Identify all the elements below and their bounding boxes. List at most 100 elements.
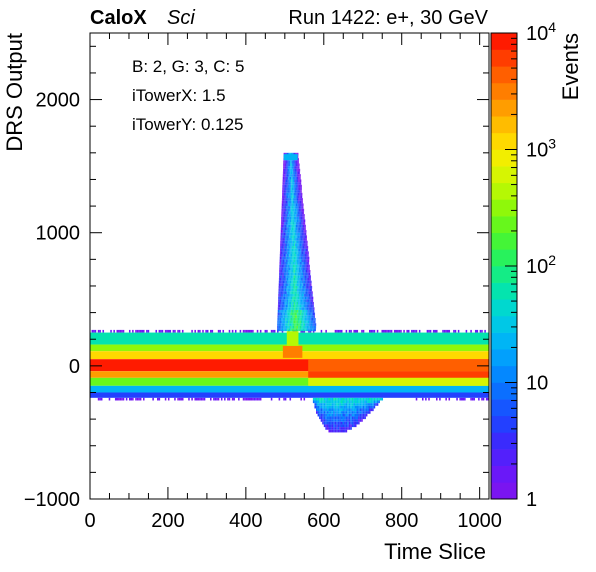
- hist-cell: [376, 329, 379, 333]
- hist-cell: [294, 264, 296, 268]
- hist-cell: [305, 325, 306, 329]
- hist-cell: [289, 246, 291, 249]
- hist-cell: [299, 269, 301, 273]
- hist-cell: [299, 216, 300, 220]
- hist-cell: [294, 323, 296, 326]
- hist-cell: [288, 222, 289, 225]
- hist-cell: [368, 397, 371, 401]
- hist-cell: [298, 312, 300, 316]
- hist-cell: [298, 214, 300, 217]
- hist-cell: [354, 397, 357, 401]
- hist-cell: [302, 224, 304, 228]
- hist-cell: [372, 329, 374, 333]
- hist-cell: [333, 403, 335, 406]
- hist-cell: [292, 291, 294, 294]
- hist-cell: [333, 421, 335, 425]
- hist-cell: [296, 304, 298, 308]
- hist-cell: [286, 309, 288, 313]
- hist-cell: [296, 317, 297, 321]
- hist-cell: [287, 230, 289, 233]
- hist-cell: [302, 206, 304, 209]
- hist-cell: [293, 214, 294, 217]
- hist-cell: [326, 427, 329, 430]
- hist-cell: [288, 163, 290, 167]
- hist-cell: [284, 315, 286, 318]
- hist-cell: [300, 275, 301, 278]
- hist-cell: [304, 240, 306, 244]
- hist-cell: [285, 176, 286, 180]
- hist-cell: [297, 251, 298, 255]
- pedestal-band: [90, 371, 489, 378]
- hist-cell: [291, 296, 293, 300]
- hist-cell: [293, 264, 295, 268]
- hist-cell: [315, 328, 316, 332]
- hist-cell: [294, 206, 295, 209]
- hist-cell: [300, 240, 302, 244]
- hist-cell: [298, 285, 300, 289]
- hist-cell: [181, 397, 184, 401]
- hist-cell: [188, 397, 190, 401]
- hist-cell: [285, 309, 287, 313]
- hist-cell: [309, 325, 310, 329]
- hist-cell: [325, 424, 327, 428]
- hist-cell: [290, 163, 291, 167]
- hist-cell: [333, 397, 335, 401]
- hist-cell: [284, 280, 286, 284]
- hist-cell: [100, 397, 103, 401]
- hist-cell: [296, 192, 298, 196]
- hist-cell: [288, 296, 290, 300]
- hist-cell: [362, 416, 365, 420]
- hist-cell: [289, 283, 291, 286]
- hist-cell: [291, 200, 292, 204]
- hist-cell: [284, 251, 286, 255]
- hist-cell: [307, 317, 309, 321]
- hist-cell: [291, 206, 293, 209]
- hist-cell: [300, 328, 302, 332]
- hist-cell: [350, 397, 352, 401]
- hist-cell: [313, 317, 315, 321]
- hist-cell: [313, 320, 314, 324]
- hist-cell: [300, 301, 302, 305]
- hist-cell: [303, 304, 305, 308]
- hist-cell: [289, 163, 291, 167]
- hist-cell: [305, 296, 307, 300]
- hist-cell: [287, 187, 289, 191]
- hist-cell: [330, 408, 332, 412]
- hist-cell: [320, 413, 323, 417]
- hist-cell: [194, 397, 196, 401]
- hist-cell: [313, 301, 314, 305]
- hist-cell: [303, 307, 305, 310]
- hist-cell: [284, 325, 285, 329]
- hist-cell: [290, 219, 292, 223]
- hist-cell: [308, 291, 309, 294]
- hist-cell: [315, 325, 317, 329]
- hist-cell: [474, 329, 477, 333]
- hist-cell: [471, 397, 474, 401]
- hist-cell: [286, 176, 288, 180]
- hist-cell: [337, 429, 340, 433]
- hist-cell: [287, 299, 289, 302]
- hist-cell: [303, 272, 305, 276]
- hist-cell: [294, 269, 295, 273]
- hist-cell: [284, 283, 286, 286]
- hist-cell: [304, 325, 306, 329]
- hist-cell: [302, 243, 304, 247]
- hist-cell: [295, 301, 296, 305]
- pedestal-band: [308, 359, 489, 372]
- hist-cell: [328, 405, 331, 409]
- hist-cell: [290, 309, 292, 313]
- hist-cell: [285, 293, 287, 297]
- hist-cell: [428, 329, 430, 333]
- hist-cell: [289, 254, 291, 257]
- hist-cell: [295, 174, 297, 177]
- hist-cell: [306, 315, 308, 318]
- hist-cell: [347, 400, 349, 404]
- hist-cell: [299, 307, 301, 310]
- hist-cell: [296, 328, 298, 332]
- hist-cell: [288, 309, 290, 313]
- hist-cell: [291, 272, 293, 276]
- hist-cell: [305, 291, 307, 294]
- hist-cell: [299, 299, 300, 302]
- hist-cell: [289, 325, 291, 329]
- hist-cell: [250, 329, 253, 333]
